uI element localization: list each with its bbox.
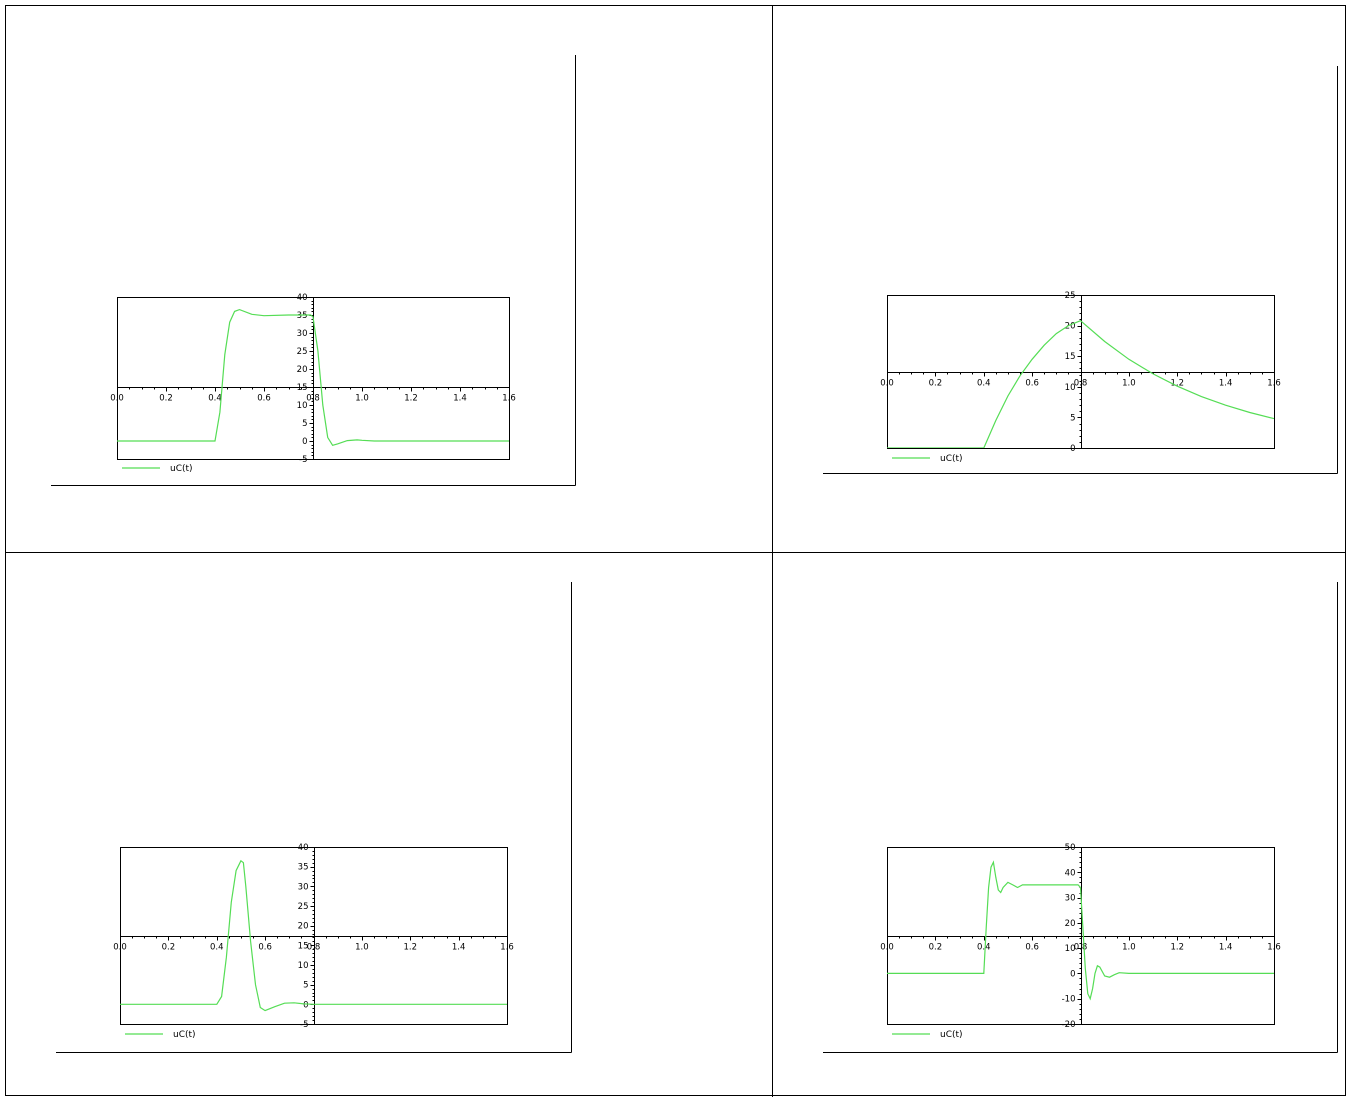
legend-label: uC(t)	[940, 1030, 963, 1040]
y-tick-label: 15	[298, 941, 309, 951]
y-tick-label: 5	[303, 981, 308, 991]
y-tick-label: 30	[297, 329, 308, 339]
x-tick-label: 0.8	[1074, 379, 1088, 389]
chart-4: 0.0 0.2 0.4 0.6 0.8 1.0 1.2 1.4 1.6 -20 -10 0 10 20 30…	[823, 582, 1338, 1053]
x-tick-label: 1.4	[453, 394, 467, 404]
x-tick-label: 1.6	[500, 943, 514, 953]
x-tick-label: 1.6	[1267, 379, 1281, 389]
y-tick-label: 10	[298, 961, 309, 971]
y-tick-label: -5	[300, 1020, 308, 1030]
series-line-uC	[887, 320, 1274, 448]
x-tick-label: 1.4	[1219, 943, 1233, 953]
x-tick-label: 1.0	[1122, 943, 1136, 953]
y-tick-label: 10	[1065, 944, 1076, 954]
x-tick-label: 1.2	[403, 943, 417, 953]
x-tick-label: 0.4	[208, 394, 222, 404]
x-tick-label: 0.0	[110, 394, 124, 404]
y-tick-label: 0	[302, 437, 307, 447]
x-tick-label: 1.6	[502, 394, 516, 404]
series-line-uC	[120, 859, 507, 1012]
y-tick-label: 35	[297, 311, 308, 321]
x-tick-label: 0.8	[307, 943, 321, 953]
y-tick-label: 30	[1065, 894, 1076, 904]
y-tick-label: 25	[298, 902, 309, 912]
panel-grid-lines	[5, 5, 1346, 1097]
y-tick-label: 30	[298, 882, 309, 892]
x-tick-label: 0.4	[977, 379, 991, 389]
x-tick-label: 0.6	[1025, 943, 1039, 953]
y-tick-label: 10	[1065, 383, 1076, 393]
x-tick-label: 1.4	[452, 943, 466, 953]
y-tick-label: 15	[1065, 352, 1076, 362]
y-tick-label: -5	[299, 455, 307, 465]
x-tick-label: 1.0	[355, 943, 369, 953]
x-tick-label: 0.2	[162, 943, 176, 953]
x-tick-label: 1.6	[1267, 943, 1281, 953]
y-tick-label: 20	[298, 922, 309, 932]
x-tick-label: 0.4	[977, 943, 991, 953]
y-tick-label: 5	[1070, 413, 1075, 423]
y-tick-label: 20	[1065, 322, 1076, 332]
x-tick-label: 0.2	[929, 379, 943, 389]
x-tick-label: 0.6	[1025, 379, 1039, 389]
x-tick-label: 0.2	[159, 394, 173, 404]
series-line-uC	[117, 308, 509, 447]
y-tick-label: 25	[1065, 291, 1076, 301]
y-tick-label: -20	[1062, 1020, 1076, 1030]
chart-2: 0.0 0.2 0.4 0.6 0.8 1.0 1.2 1.4 1.6 0 5 10 15 20 25 uC(…	[823, 66, 1338, 474]
x-tick-label: 1.4	[1219, 379, 1233, 389]
series-line-uC	[887, 860, 1274, 1001]
y-tick-label: 25	[297, 347, 308, 357]
x-tick-label: 0.0	[880, 379, 894, 389]
y-tick-label: 40	[298, 843, 309, 853]
x-tick-label: 0.8	[1074, 943, 1088, 953]
x-tick-label: 0.0	[113, 943, 127, 953]
y-tick-label: 15	[297, 383, 308, 393]
legend-label: uC(t)	[173, 1030, 196, 1040]
charts-group: 0.0 0.2 0.4 0.6 0.8 1.0 1.2 1.4 1.6 -5 0 5 10 15 20 25 3…	[51, 55, 1338, 1053]
chart-3: 0.0 0.2 0.4 0.6 0.8 1.0 1.2 1.4 1.6 -5 0 5 10 15 20 25 3…	[56, 582, 572, 1053]
chart-1: 0.0 0.2 0.4 0.6 0.8 1.0 1.2 1.4 1.6-505101520253…	[51, 55, 576, 486]
x-tick-label: 1.2	[404, 394, 418, 404]
x-tick-label: 1.0	[1122, 379, 1136, 389]
x-tick-label: 0.4	[210, 943, 224, 953]
x-tick-label: 0.6	[258, 943, 272, 953]
y-tick-label: 10	[297, 401, 308, 411]
y-tick-label: 20	[1065, 919, 1076, 929]
y-tick-label: 50	[1065, 843, 1076, 853]
y-tick-label: 20	[297, 365, 308, 375]
y-tick-label: 40	[1065, 868, 1076, 878]
x-tick-label: 0.2	[929, 943, 943, 953]
x-tick-label: 1.2	[1170, 943, 1184, 953]
y-tick-label: 40	[297, 293, 308, 303]
x-tick-label: 0.0	[880, 943, 894, 953]
x-tick-label: 0.6	[257, 394, 271, 404]
y-tick-label: 0	[1070, 444, 1075, 454]
y-tick-label: 0	[1070, 969, 1075, 979]
y-tick-label: 5	[302, 419, 307, 429]
x-tick-label: 1.2	[1170, 379, 1184, 389]
x-tick-label: 1.0	[355, 394, 369, 404]
legend-label: uC(t)	[940, 454, 963, 464]
legend-label: uC(t)	[170, 464, 193, 474]
y-tick-label: 0	[303, 1000, 308, 1010]
y-tick-label: -10	[1062, 995, 1076, 1005]
y-tick-label: 35	[298, 863, 309, 873]
